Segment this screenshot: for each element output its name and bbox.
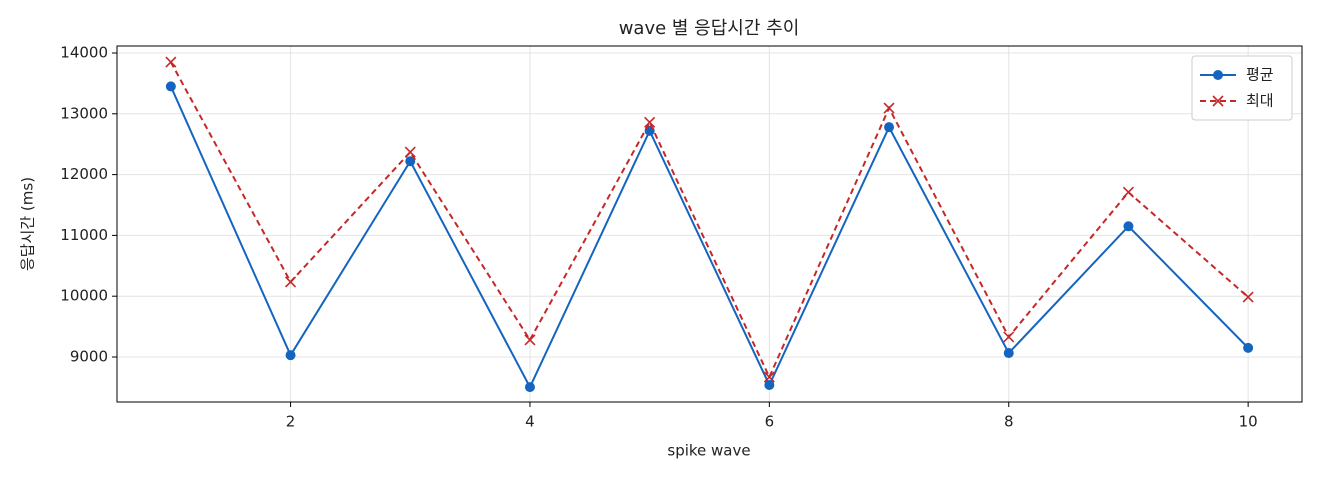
legend-box	[1191, 55, 1293, 121]
marker	[165, 81, 176, 92]
marker	[524, 382, 535, 393]
marker	[763, 371, 775, 383]
y-axis-label: 응답시간 (ms)	[19, 177, 37, 271]
chart-title: wave 별 응답시간 추이	[619, 18, 800, 39]
marker-stroke	[284, 276, 297, 288]
marker	[883, 102, 895, 114]
x-axis-label: spike wave	[667, 442, 750, 460]
marker-stroke	[763, 371, 775, 383]
marker-stroke	[1242, 291, 1254, 303]
legend-label: 평균	[1246, 66, 1274, 84]
marker-stroke	[1122, 186, 1135, 198]
marker	[1123, 221, 1134, 232]
marker-stroke	[1212, 95, 1224, 107]
marker	[1003, 348, 1014, 359]
marker	[1213, 70, 1223, 80]
marker-stroke	[524, 334, 536, 346]
marker	[1003, 331, 1015, 343]
y-tick-label: 14000	[60, 43, 108, 61]
marker	[1122, 186, 1135, 198]
marker	[1242, 291, 1254, 303]
y-tick-label: 9000	[70, 348, 108, 366]
x-tick-label: 8	[1004, 413, 1014, 431]
y-tick-label: 11000	[60, 226, 108, 244]
marker-stroke	[644, 116, 656, 128]
y-tick-label: 10000	[60, 287, 108, 305]
legend-label: 최대	[1246, 92, 1274, 110]
marker-stroke	[1003, 331, 1015, 343]
plot-frame	[116, 45, 1303, 403]
y-tick-label: 13000	[60, 104, 108, 122]
marker-stroke	[165, 56, 177, 68]
x-tick-label: 2	[286, 413, 296, 431]
marker	[764, 379, 775, 390]
marker	[884, 122, 895, 133]
x-tick-label: 4	[525, 413, 535, 431]
marker	[524, 334, 536, 346]
marker	[404, 146, 416, 158]
marker	[285, 350, 296, 361]
x-tick-label: 6	[765, 413, 775, 431]
marker	[165, 56, 177, 68]
series-line	[169, 86, 1249, 390]
marker-stroke	[404, 146, 416, 158]
x-tick-label: 10	[1239, 413, 1258, 431]
marker	[1243, 342, 1254, 353]
marker	[644, 116, 656, 128]
marker-stroke	[883, 102, 895, 114]
y-tick-label: 12000	[60, 165, 108, 183]
marker	[1212, 95, 1224, 107]
marker	[405, 156, 416, 167]
marker	[284, 276, 297, 288]
